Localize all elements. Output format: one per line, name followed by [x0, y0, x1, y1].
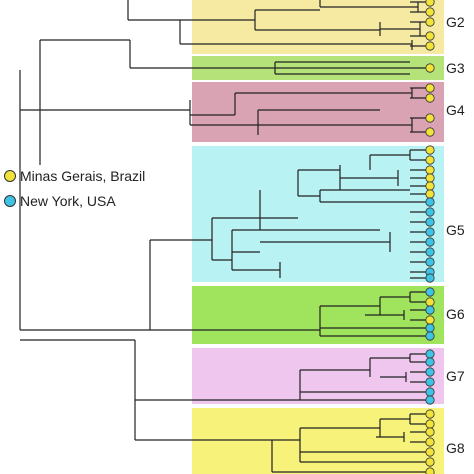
- group-bands: [192, 0, 444, 474]
- legend-label-new-york: New York, USA: [20, 193, 116, 209]
- tip-new-york: [425, 227, 435, 237]
- tip-minas-gerais: [425, 457, 435, 467]
- tree-tips: [425, 0, 435, 474]
- tip-minas-gerais: [425, 155, 435, 165]
- blue-circle-icon: [4, 195, 16, 207]
- tip-minas-gerais: [425, 467, 435, 474]
- tip-minas-gerais: [425, 145, 435, 155]
- tip-minas-gerais: [425, 83, 435, 93]
- group-band-g8: [192, 408, 444, 474]
- group-label-g8: G8: [446, 440, 465, 456]
- group-label-g5: G5: [446, 222, 465, 238]
- group-label-g6: G6: [446, 306, 465, 322]
- tip-new-york: [425, 349, 435, 359]
- group-labels: G2 G3 G4 G5 G6 G7 G8: [446, 14, 465, 456]
- tip-minas-gerais: [425, 165, 435, 175]
- group-label-g4: G4: [446, 102, 465, 118]
- tip-minas-gerais: [425, 315, 435, 325]
- tip-new-york: [425, 395, 435, 405]
- tip-new-york: [425, 377, 435, 387]
- group-label-g7: G7: [446, 368, 465, 384]
- group-label-g2: G2: [446, 14, 465, 30]
- tip-minas-gerais: [425, 0, 435, 7]
- tip-new-york: [425, 287, 435, 297]
- tip-new-york: [425, 247, 435, 257]
- group-band-g6: [192, 286, 444, 344]
- tip-minas-gerais: [425, 31, 435, 41]
- tip-minas-gerais: [425, 297, 435, 307]
- tip-minas-gerais: [425, 427, 435, 437]
- yellow-circle-icon: [4, 170, 16, 182]
- tip-new-york: [425, 217, 435, 227]
- tip-minas-gerais: [425, 189, 435, 199]
- tip-new-york: [425, 237, 435, 247]
- tip-minas-gerais: [425, 41, 435, 51]
- tip-minas-gerais: [425, 63, 435, 73]
- tip-minas-gerais: [425, 419, 435, 429]
- tip-minas-gerais: [425, 93, 435, 103]
- tip-minas-gerais: [425, 437, 435, 447]
- tip-new-york: [425, 197, 435, 207]
- tip-minas-gerais: [425, 17, 435, 27]
- tip-minas-gerais: [425, 181, 435, 191]
- legend-item-minas-gerais: Minas Gerais, Brazil: [4, 168, 145, 184]
- tip-new-york: [425, 207, 435, 217]
- group-label-g3: G3: [446, 60, 465, 76]
- tip-new-york: [425, 273, 435, 283]
- tip-new-york: [425, 331, 435, 341]
- tip-minas-gerais: [425, 409, 435, 419]
- group-band-g4: [192, 82, 444, 142]
- group-band-g5: [192, 146, 444, 282]
- tip-minas-gerais: [425, 127, 435, 137]
- tip-new-york: [425, 387, 435, 397]
- tip-new-york: [425, 257, 435, 267]
- tip-minas-gerais: [425, 113, 435, 123]
- group-band-g2: [192, 0, 444, 54]
- legend-item-new-york: New York, USA: [4, 193, 116, 209]
- tip-minas-gerais: [425, 173, 435, 183]
- group-band-g7: [192, 348, 444, 404]
- legend-label-minas-gerais: Minas Gerais, Brazil: [20, 168, 146, 184]
- tip-new-york: [425, 305, 435, 315]
- tip-new-york: [425, 357, 435, 367]
- tip-minas-gerais: [425, 7, 435, 17]
- tip-new-york: [425, 367, 435, 377]
- tip-minas-gerais: [425, 447, 435, 457]
- tip-new-york: [425, 323, 435, 333]
